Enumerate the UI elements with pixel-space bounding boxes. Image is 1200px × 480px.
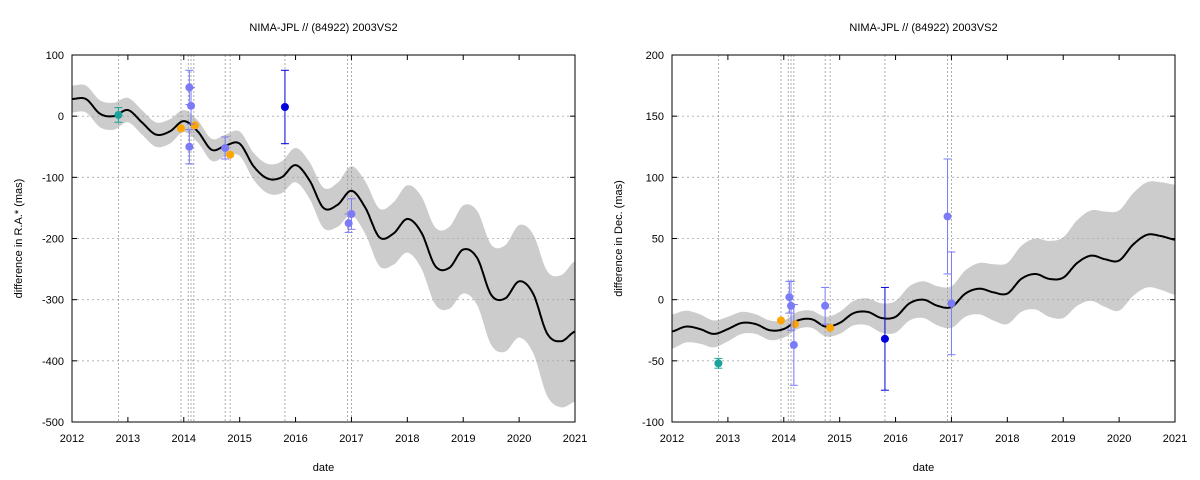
x-tick-label: 2017 (339, 433, 363, 445)
x-tick-label: 2016 (283, 433, 307, 445)
data-point (347, 210, 356, 219)
x-tick-label: 2017 (939, 433, 963, 445)
uncertainty-band (72, 84, 575, 408)
y-tick-label: 100 (46, 50, 64, 62)
data-point (280, 102, 289, 111)
data-point (785, 293, 794, 302)
data-point (187, 101, 196, 110)
y-tick-label: 150 (646, 111, 664, 123)
y-tick-label: 0 (658, 295, 664, 307)
data-point (776, 316, 785, 325)
data-point (714, 359, 723, 368)
x-tick-label: 2019 (451, 433, 475, 445)
y-tick-label: 50 (652, 234, 664, 246)
y-axis-label: difference in R.A.* (mas) (13, 179, 25, 299)
uncertainty-band (672, 181, 1175, 349)
y-tick-label: -100 (642, 417, 664, 429)
x-tick-label: 2012 (60, 433, 84, 445)
y-tick-label: 100 (646, 172, 664, 184)
data-point (880, 334, 889, 343)
x-tick-label: 2015 (227, 433, 251, 445)
x-tick-label: 2021 (563, 433, 587, 445)
chart-title: NIMA-JPL // (84922) 2003VS2 (249, 22, 397, 34)
data-point (821, 301, 830, 310)
data-point (790, 320, 799, 329)
y-tick-label: 0 (58, 111, 64, 123)
x-tick-label: 2015 (827, 433, 851, 445)
data-point (787, 301, 796, 310)
data-point (947, 299, 956, 308)
y-tick-label: -50 (648, 356, 664, 368)
x-tick-label: 2014 (172, 433, 196, 445)
x-tick-label: 2020 (507, 433, 531, 445)
data-point (185, 142, 194, 151)
x-tick-label: 2021 (1163, 433, 1187, 445)
y-tick-label: -300 (42, 295, 64, 307)
x-tick-label: 2014 (772, 433, 796, 445)
model-curve (72, 97, 575, 343)
x-tick-label: 2013 (116, 433, 140, 445)
x-tick-label: 2013 (716, 433, 740, 445)
chart-title: NIMA-JPL // (84922) 2003VS2 (849, 22, 997, 34)
x-tick-label: 2018 (395, 433, 419, 445)
x-tick-label: 2016 (883, 433, 907, 445)
model-curve (672, 233, 1175, 335)
chart-panel-2: NIMA-JPL // (84922) 2003VS2 2012 2013 2014 2… (613, 22, 1187, 474)
x-axis-label: date (913, 462, 934, 474)
data-point (943, 212, 952, 221)
x-axis-label: date (313, 462, 334, 474)
data-point (344, 219, 353, 228)
data-point (789, 340, 798, 349)
data-point (826, 323, 835, 332)
y-tick-label: 200 (646, 50, 664, 62)
x-tick-label: 2012 (660, 433, 684, 445)
chart-panel-1: NIMA-JPL // (84922) 2003VS2 2012 2013 2014 2… (13, 22, 587, 474)
x-tick-label: 2018 (995, 433, 1019, 445)
data-point (114, 110, 123, 119)
y-axis-label: difference in Dec. (mas) (613, 180, 625, 297)
y-tick-label: -400 (42, 356, 64, 368)
data-point (176, 124, 185, 133)
x-tick-label: 2019 (1051, 433, 1075, 445)
y-tick-label: -500 (42, 417, 64, 429)
data-point (221, 143, 230, 152)
y-tick-label: -200 (42, 234, 64, 246)
y-tick-label: -100 (42, 172, 64, 184)
x-tick-label: 2020 (1107, 433, 1131, 445)
data-point (190, 121, 199, 130)
data-point (226, 150, 235, 159)
